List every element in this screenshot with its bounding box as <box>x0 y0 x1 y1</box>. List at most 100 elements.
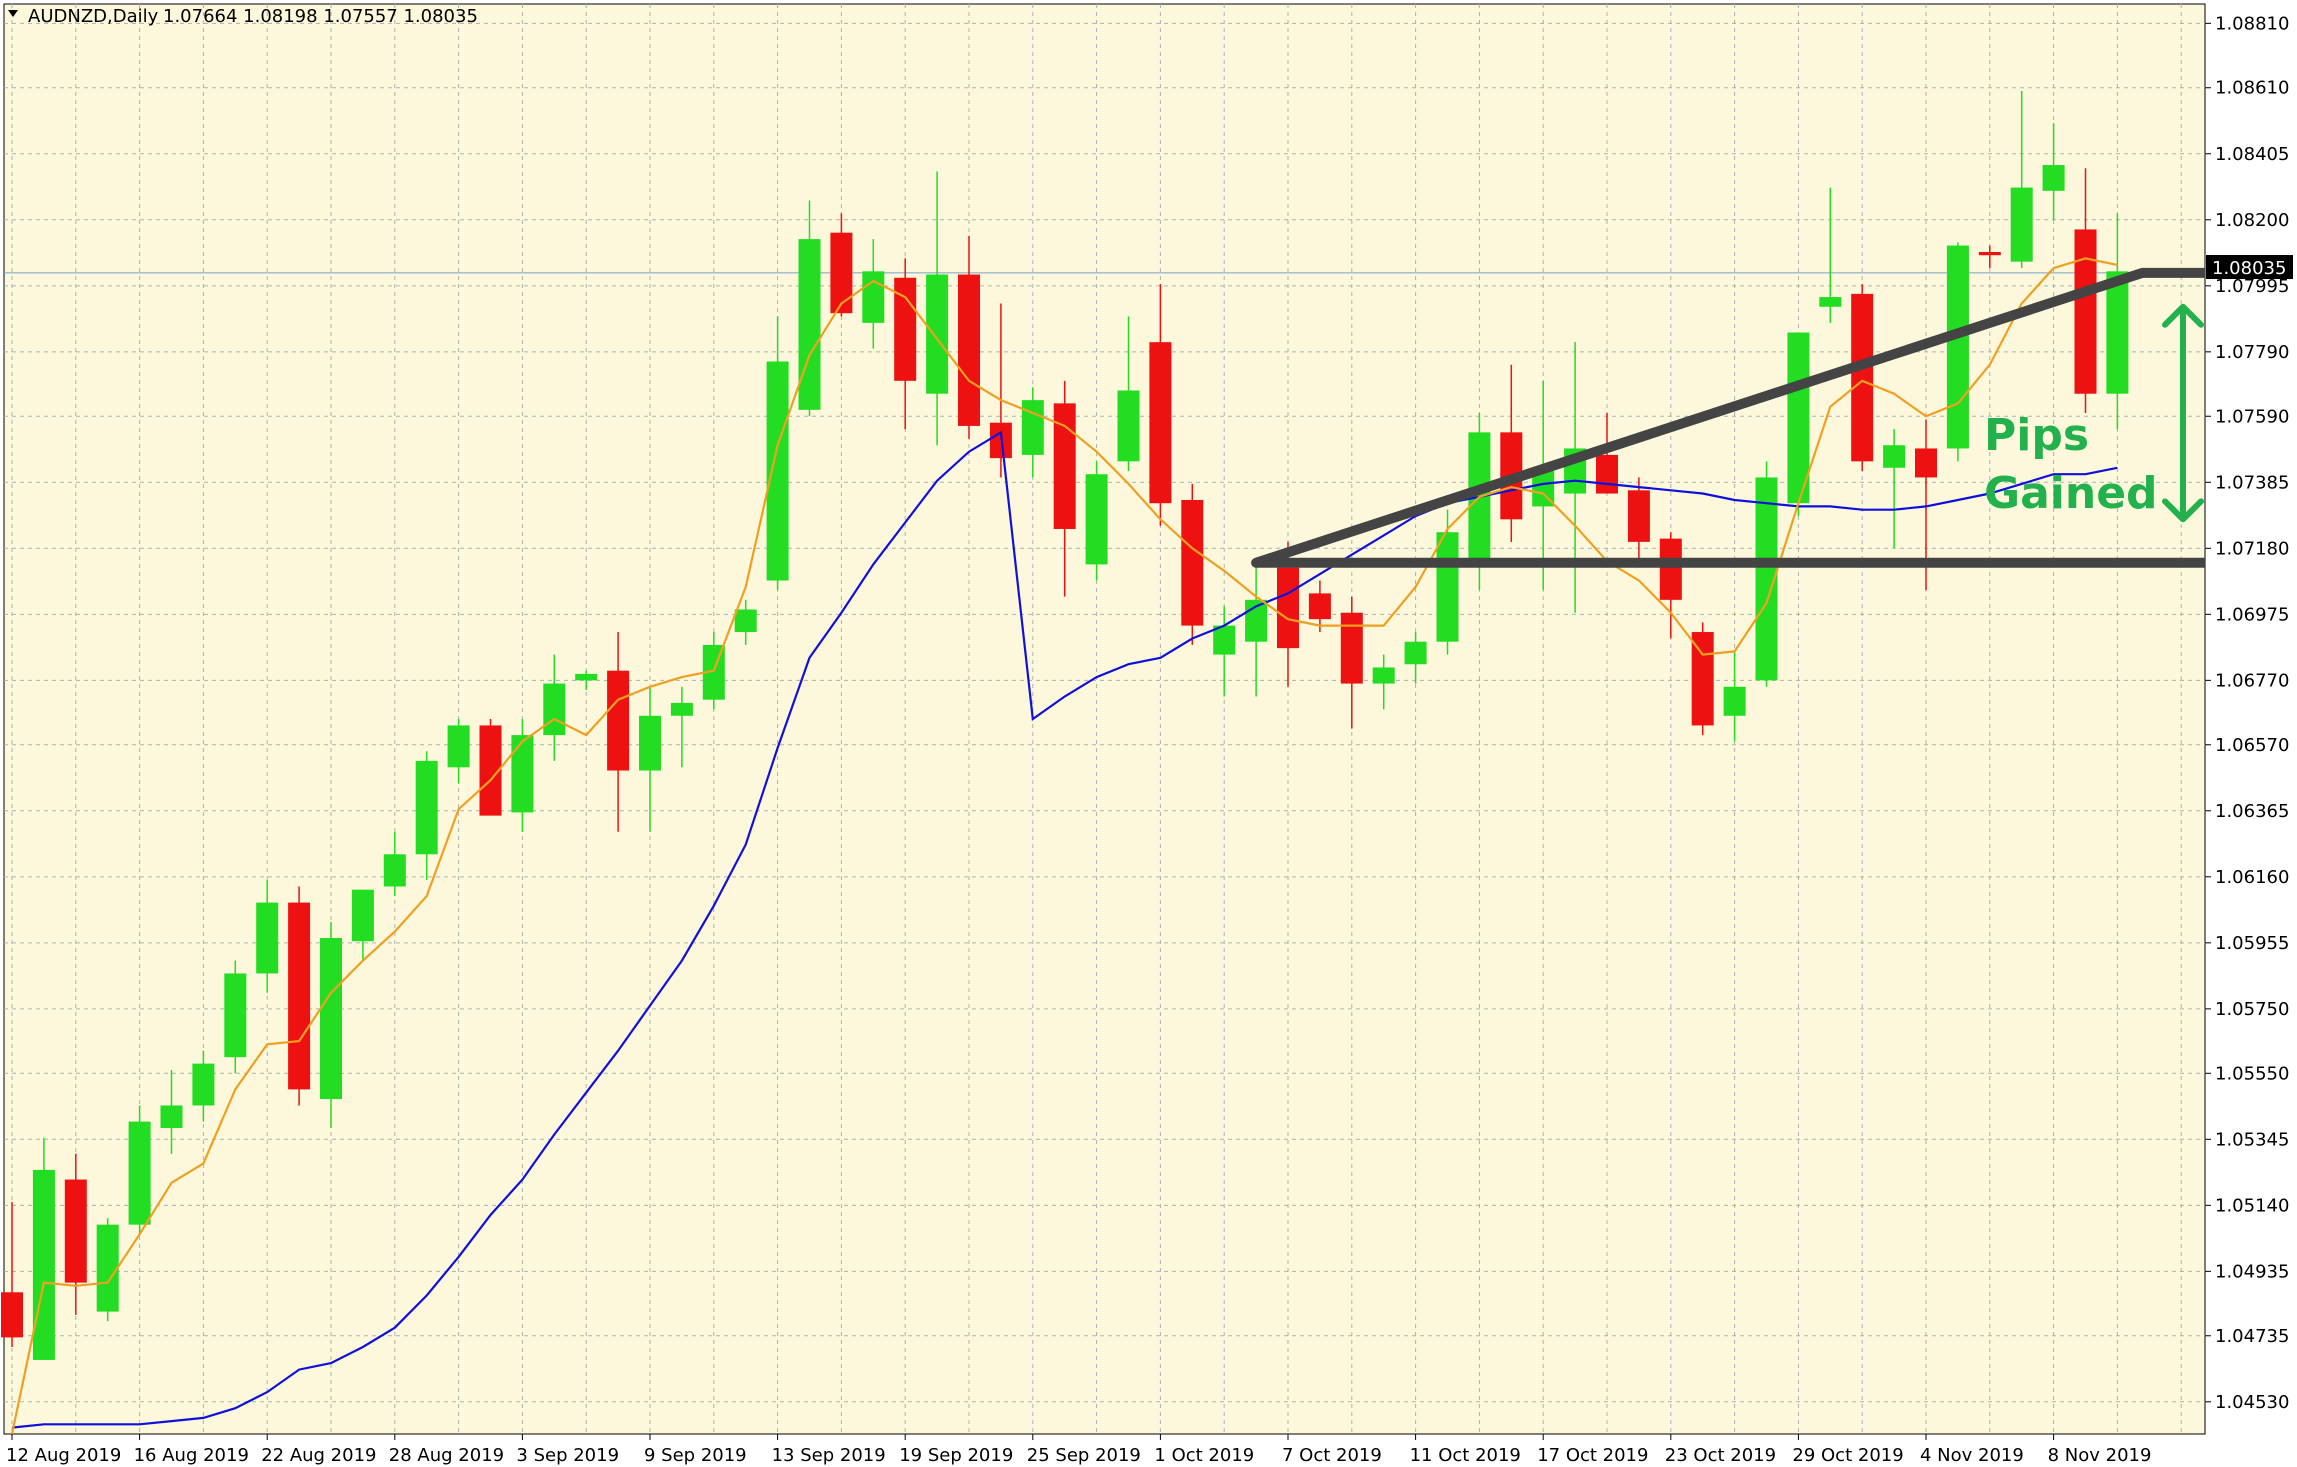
y-tick-label: 1.06570 <box>2215 735 2289 756</box>
candle <box>479 719 502 816</box>
candle <box>1723 651 1746 742</box>
candle-body <box>383 854 406 887</box>
candle-body <box>1021 400 1044 455</box>
y-tick-label: 1.07385 <box>2215 472 2289 493</box>
candle-body <box>1819 297 1842 307</box>
candle-body <box>128 1121 151 1225</box>
symbol-timeframe: AUDNZD,Daily <box>28 6 159 27</box>
candle <box>1181 483 1204 645</box>
x-tick-label: 25 Sep 2019 <box>1027 1445 1141 1466</box>
x-tick-label: 13 Sep 2019 <box>772 1445 886 1466</box>
y-tick-label: 1.08200 <box>2215 210 2289 231</box>
dropdown-triangle-icon[interactable] <box>8 10 18 17</box>
candle <box>415 751 438 881</box>
candle-body <box>1436 532 1459 642</box>
x-tick-label: 8 Nov 2019 <box>2048 1445 2152 1466</box>
candle-body <box>958 274 980 426</box>
annotation-line-1: Pips <box>1984 410 2089 461</box>
candle-body <box>1596 454 1618 494</box>
candle-body <box>670 702 693 716</box>
ma-fast-line <box>10 257 2118 1435</box>
candle <box>639 686 661 832</box>
annotation-line-2: Gained <box>1984 468 2158 519</box>
candle <box>670 686 693 768</box>
drawings[interactable] <box>1251 267 2205 568</box>
candle <box>1149 284 1172 526</box>
candle-body <box>1787 332 1810 504</box>
candle-body <box>1 1292 23 1338</box>
candle-body <box>479 725 502 816</box>
candle-body <box>32 1169 55 1360</box>
candle-body <box>1085 474 1108 565</box>
candle-body <box>1691 632 1714 726</box>
candle <box>830 213 853 317</box>
candle <box>1946 242 1969 462</box>
candle <box>511 719 534 832</box>
candle <box>32 1137 55 1360</box>
y-tick-label: 1.07180 <box>2215 538 2289 559</box>
x-tick-label: 11 Oct 2019 <box>1410 1445 1521 1466</box>
candle <box>96 1218 119 1322</box>
candle-body <box>351 889 374 942</box>
candlesticks[interactable] <box>1 90 2129 1360</box>
candle-body <box>320 938 342 1100</box>
candle-body <box>2010 187 2033 262</box>
x-tick-label: 29 Oct 2019 <box>1792 1445 1903 1466</box>
x-tick-label: 22 Aug 2019 <box>261 1445 376 1466</box>
axes: 1.08810 1.08610 1.08405 1.08200 1.07995 1.077… <box>6 13 2289 1466</box>
candle-body <box>1053 403 1076 529</box>
candle-body <box>1723 686 1746 716</box>
ma-slow-line <box>11 430 2118 1429</box>
candle-body <box>288 902 311 1090</box>
y-tick-label: 1.05140 <box>2215 1195 2289 1216</box>
candle <box>160 1070 183 1154</box>
candle <box>320 921 342 1129</box>
candle-body <box>64 1179 87 1283</box>
candle <box>1787 332 1810 517</box>
candle-body <box>511 735 534 813</box>
y-tick-label: 1.06975 <box>2215 604 2289 625</box>
x-tick-label: 4 Nov 2019 <box>1920 1445 2024 1466</box>
arrow-down-icon <box>2162 498 2204 523</box>
candle <box>2042 123 2065 220</box>
moving-averages <box>10 257 2118 1435</box>
pips-gained-annotation[interactable]: Pips Gained <box>1984 410 2158 519</box>
candle <box>351 889 374 961</box>
y-tick-label: 1.05955 <box>2215 933 2289 954</box>
y-tick-label: 1.06160 <box>2215 867 2289 888</box>
x-tick-label: 16 Aug 2019 <box>134 1445 249 1466</box>
candle-body <box>1404 641 1427 665</box>
x-tick-label: 23 Oct 2019 <box>1665 1445 1776 1466</box>
x-tick-label: 1 Oct 2019 <box>1154 1445 1254 1466</box>
price-tag-value: 1.08035 <box>2212 258 2286 279</box>
y-tick-label: 1.07995 <box>2215 276 2289 297</box>
candle-body <box>1946 245 1969 449</box>
candle <box>1404 632 1427 684</box>
candle <box>926 171 949 446</box>
candle <box>1978 245 2001 269</box>
y-tick-label: 1.08810 <box>2215 13 2289 34</box>
ohlc-values: 1.07664 1.08198 1.07557 1.08035 <box>163 6 478 27</box>
y-tick-label: 1.05550 <box>2215 1063 2289 1084</box>
y-tick-label: 1.08405 <box>2215 144 2289 165</box>
candle <box>288 886 311 1106</box>
candle-body <box>1627 490 1650 542</box>
candle-body <box>830 232 853 314</box>
y-tick-label: 1.05750 <box>2215 999 2289 1020</box>
candle <box>766 316 789 591</box>
rising-trendline <box>1251 267 2148 568</box>
plot-area[interactable] <box>3 3 2206 1435</box>
candle-body <box>224 973 247 1058</box>
candle-body <box>766 361 789 581</box>
x-tick-label: 17 Oct 2019 <box>1537 1445 1648 1466</box>
candle-body <box>575 673 598 681</box>
candle <box>192 1050 215 1122</box>
candle <box>64 1153 87 1315</box>
x-tick-label: 12 Aug 2019 <box>6 1445 121 1466</box>
candle-body <box>1851 293 1874 462</box>
candle-body <box>1915 448 1937 478</box>
candle <box>1851 284 1874 472</box>
y-tick-label: 1.04735 <box>2215 1326 2289 1347</box>
